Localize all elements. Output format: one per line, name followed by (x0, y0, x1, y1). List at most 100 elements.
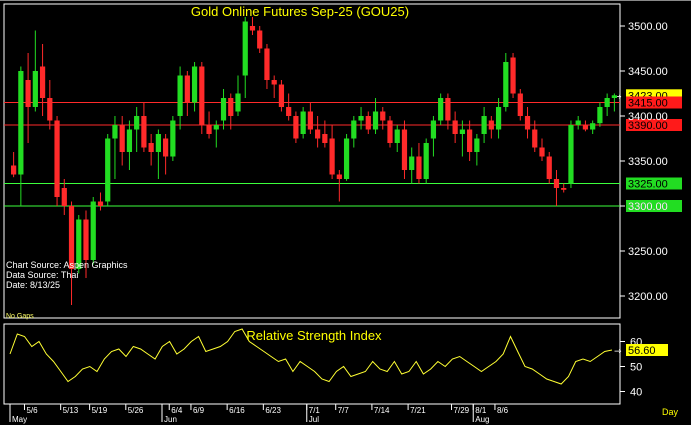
candle (155, 129, 161, 179)
level-label: 3415.00 (628, 98, 668, 110)
candle (11, 152, 17, 178)
candle (438, 93, 444, 125)
candle (401, 120, 408, 179)
candle-body (372, 111, 379, 130)
candle-body (220, 98, 227, 121)
candle-body (242, 21, 248, 76)
candle (372, 98, 379, 134)
date-tick-label: 7/14 (374, 406, 390, 415)
month-label: Jun (164, 415, 177, 424)
candle (365, 111, 371, 134)
date-tick-label: 5/13 (63, 406, 79, 415)
candle-body (228, 98, 234, 116)
date-tick-label: 7/1 (309, 406, 321, 415)
candle-body (97, 201, 104, 206)
candle (199, 62, 205, 134)
candle-body (163, 138, 169, 157)
candle-body (293, 116, 299, 139)
candle (503, 53, 509, 112)
candle (105, 134, 111, 206)
candle-body (459, 129, 465, 134)
price-tick-label: 3300.00 (628, 201, 668, 213)
candle (546, 152, 552, 184)
price-tick-label: 3400.00 (628, 111, 668, 123)
rsi-plot-border (3, 323, 621, 405)
rsi-title: Relative Strength Index (246, 328, 382, 343)
level-label-box (626, 96, 682, 109)
candle (286, 93, 292, 121)
candle (517, 89, 523, 121)
candle-body (467, 129, 473, 152)
candle-body (148, 143, 154, 152)
candle-body (206, 125, 212, 134)
candle (315, 116, 321, 148)
candle-body (199, 66, 205, 125)
date-tick-label: 5/26 (128, 406, 144, 415)
price-tick-label: 3450.00 (628, 66, 668, 78)
candle (604, 93, 610, 116)
chart-title: Gold Online Futures Sep-25 (GOU25) (191, 4, 409, 19)
price-tick-label: 3200.00 (628, 291, 668, 303)
candle (481, 107, 487, 143)
candle-body (452, 120, 458, 134)
candle (257, 26, 263, 53)
candle (126, 120, 133, 170)
last-price-arrow-icon: → (614, 92, 622, 102)
price-tick-label: 3350.00 (628, 156, 668, 168)
candle (213, 120, 219, 148)
candle (68, 201, 75, 305)
candle (97, 192, 104, 211)
candle-body (141, 116, 147, 148)
candle (351, 116, 357, 148)
candle-body (32, 71, 38, 107)
candle (300, 107, 306, 139)
candle-body (343, 138, 350, 179)
rsi-tick-label: 50 (630, 362, 642, 374)
candle (18, 66, 24, 206)
candle-body (568, 125, 574, 184)
candle-body (488, 120, 494, 130)
candle-body (278, 84, 285, 107)
candle (467, 120, 473, 161)
candle-body (358, 116, 364, 121)
candle (148, 134, 154, 166)
month-label: May (12, 415, 27, 424)
candle-body (351, 120, 357, 139)
candle-body (495, 107, 502, 130)
level-label: 3325.00 (628, 179, 668, 191)
candle-body (177, 75, 183, 116)
candle (83, 210, 89, 278)
date-tick-label: 7/21 (410, 406, 426, 415)
candle (380, 107, 386, 130)
candle-body (54, 120, 60, 197)
candle-body (300, 111, 306, 134)
candle-body (61, 188, 67, 206)
candle (590, 120, 596, 134)
candle (163, 134, 169, 175)
candle (430, 116, 437, 157)
candle-body (611, 95, 617, 98)
candle-body (524, 116, 531, 130)
date-tick-label: 6/23 (265, 406, 281, 415)
candle-body (25, 80, 31, 107)
candle (336, 170, 342, 202)
candle-body (387, 120, 393, 143)
date-tick-label: 6/9 (193, 406, 205, 415)
candle-body (532, 129, 538, 148)
candle-body (365, 116, 371, 130)
candle-body (394, 129, 400, 143)
price-axis: 3200.00 3250.00 3300.00 3350.00 3400.00 3450.… (620, 21, 668, 303)
candle-body (307, 111, 313, 130)
candle-body (112, 125, 118, 139)
candle-body (170, 120, 176, 157)
candle-body (546, 156, 552, 179)
candle (184, 71, 190, 116)
candle (170, 116, 176, 161)
candle (249, 17, 256, 35)
rsi-series (9, 328, 613, 385)
candle-body (423, 143, 429, 179)
date-tick-label: 7/29 (454, 406, 470, 415)
candle (387, 116, 393, 148)
